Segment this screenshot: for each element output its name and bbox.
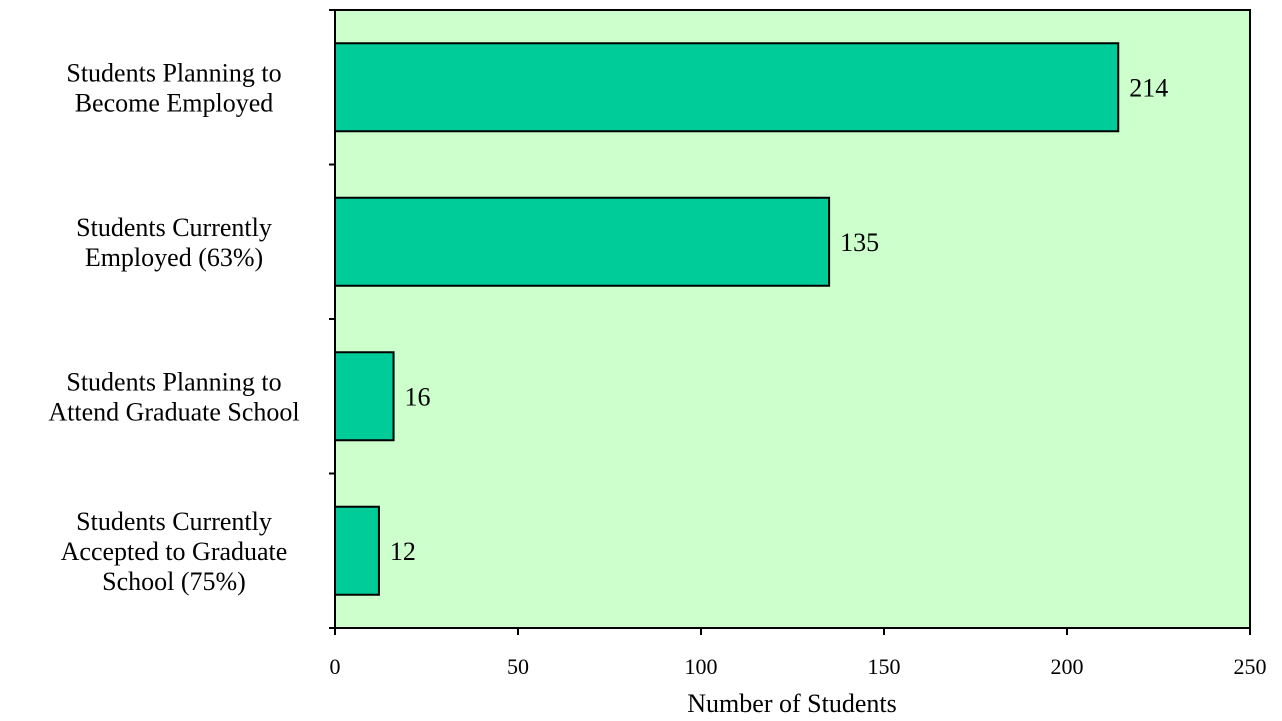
bar xyxy=(334,351,395,442)
category-label: Students Planning to Attend Graduate Scho… xyxy=(48,367,299,426)
bar xyxy=(334,42,1120,133)
x-tick-label: 50 xyxy=(507,654,529,679)
x-axis-title: Number of Students xyxy=(687,689,896,718)
x-tick-label: 200 xyxy=(1051,654,1084,679)
category-labels: Students Planning to Become Employed Stude… xyxy=(48,58,299,596)
value-label: 16 xyxy=(405,382,431,411)
x-axis-ticks: 0 50 100 150 200 250 xyxy=(330,628,1267,679)
bar xyxy=(334,196,831,287)
value-labels: 214 135 16 12 xyxy=(390,73,1168,566)
value-label: 12 xyxy=(390,537,416,566)
x-tick-label: 150 xyxy=(868,654,901,679)
category-label: Students Currently Employed (63%) xyxy=(76,213,272,272)
bar xyxy=(334,505,380,596)
category-label: Students Currently Accepted to Graduate Sc… xyxy=(61,507,288,596)
x-tick-label: 100 xyxy=(685,654,718,679)
bars-layer xyxy=(334,42,1120,596)
value-label: 214 xyxy=(1129,73,1168,102)
x-tick-label: 250 xyxy=(1234,654,1267,679)
value-label: 135 xyxy=(840,228,879,257)
category-label: Students Planning to Become Employed xyxy=(66,58,281,117)
x-tick-label: 0 xyxy=(330,654,341,679)
